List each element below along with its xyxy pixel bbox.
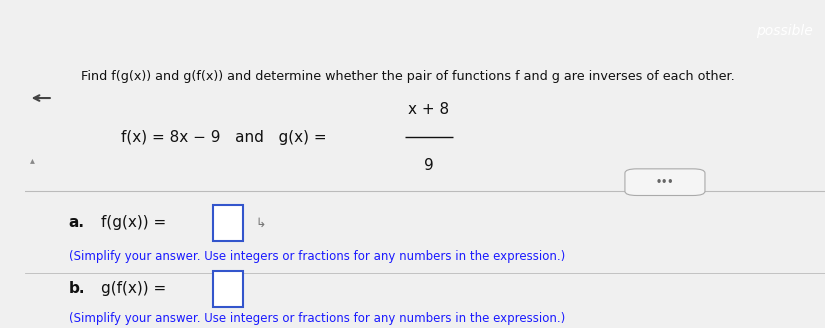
Text: (Simplify your answer. Use integers or fractions for any numbers in the expressi: (Simplify your answer. Use integers or f…: [68, 250, 565, 263]
FancyBboxPatch shape: [213, 205, 243, 241]
Text: 9: 9: [424, 158, 434, 173]
Text: x + 8: x + 8: [408, 102, 450, 117]
Text: b.: b.: [68, 281, 85, 296]
Text: •••: •••: [656, 177, 674, 187]
Text: Find f(g(x)) and g(f(x)) and determine whether the pair of functions f and g are: Find f(g(x)) and g(f(x)) and determine w…: [81, 70, 734, 83]
FancyBboxPatch shape: [213, 271, 243, 307]
FancyBboxPatch shape: [625, 169, 705, 195]
Text: (Simplify your answer. Use integers or fractions for any numbers in the expressi: (Simplify your answer. Use integers or f…: [68, 312, 565, 325]
Text: a.: a.: [68, 215, 85, 230]
Text: possible: possible: [756, 24, 813, 38]
Text: ▴: ▴: [31, 155, 35, 165]
Text: f(g(x)) =: f(g(x)) =: [101, 215, 166, 230]
Text: ↳: ↳: [255, 216, 266, 229]
Text: g(f(x)) =: g(f(x)) =: [101, 281, 166, 296]
Text: f(x) = 8x − 9   and   g(x) =: f(x) = 8x − 9 and g(x) =: [120, 130, 327, 145]
